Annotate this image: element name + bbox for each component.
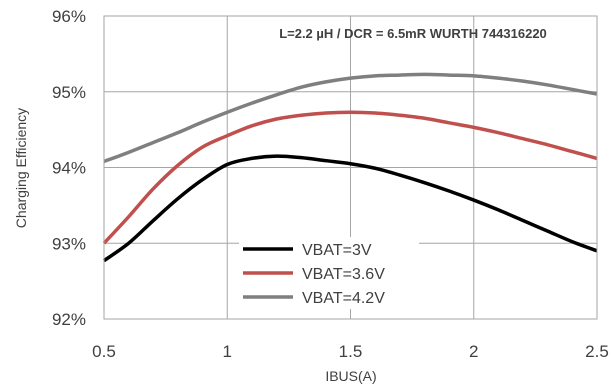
y-tick-label: 96% (52, 7, 86, 26)
ticks-layer: 0.5 1 1.5 2 2.5 92% 93% 94% 95% 96% (52, 7, 609, 361)
y-tick-label: 94% (52, 159, 86, 178)
y-axis-label: Charging Efficiency (13, 108, 29, 228)
series-layer (102, 72, 598, 263)
chart-annotation: L=2.2 µH / DCR = 6.5mR WURTH 744316220 (279, 26, 547, 41)
y-tick-label: 92% (52, 310, 86, 329)
legend: VBAT=3V VBAT=3.6V VBAT=4.2V (239, 237, 419, 309)
x-axis-label: IBUS(A) (325, 368, 376, 384)
x-tick-label: 2.5 (585, 342, 609, 361)
series-line-3 (103, 72, 598, 164)
x-tick-label: 1 (223, 342, 232, 361)
y-tick-label: 93% (52, 234, 86, 253)
series-line-2 (102, 110, 598, 245)
legend-label: VBAT=3.6V (302, 266, 385, 283)
x-tick-label: 2 (469, 342, 478, 361)
legend-label: VBAT=4.2V (302, 290, 385, 307)
y-tick-label: 95% (52, 83, 86, 102)
plot-frame (103, 15, 598, 320)
x-tick-label: 0.5 (92, 342, 116, 361)
x-tick-label: 1.5 (339, 342, 363, 361)
series-line-1 (102, 154, 598, 263)
legend-label: VBAT=3V (302, 242, 372, 259)
